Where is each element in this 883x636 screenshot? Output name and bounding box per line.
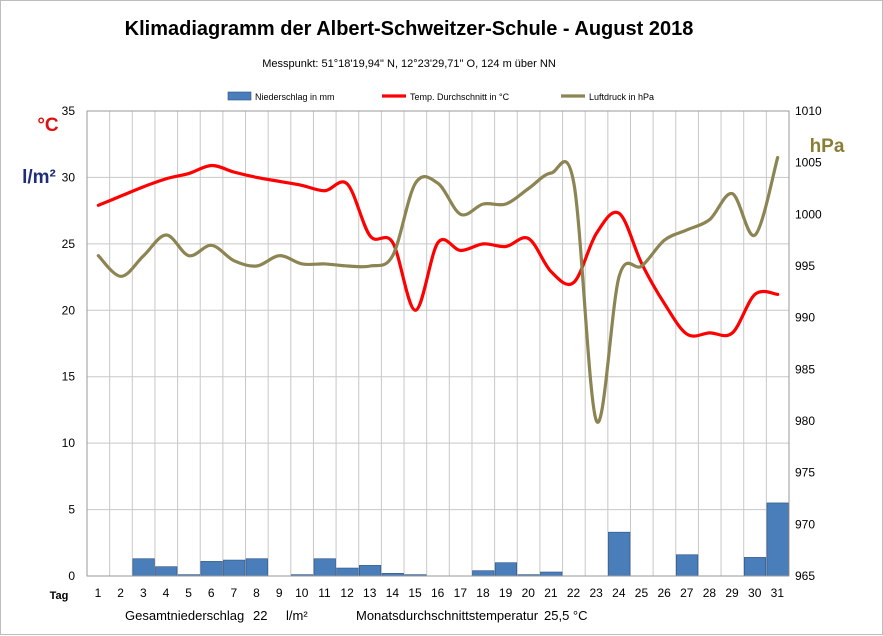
legend-label: Luftdruck in hPa bbox=[589, 92, 654, 102]
x-tick-label: 13 bbox=[363, 586, 377, 600]
legend-label: Temp. Durchschnitt in °C bbox=[410, 92, 510, 102]
x-tick-label: 14 bbox=[386, 586, 400, 600]
precip-bar bbox=[223, 559, 246, 577]
y-left-tick-label: 0 bbox=[68, 569, 75, 583]
grid-lines bbox=[86, 110, 790, 577]
plot-border bbox=[86, 110, 790, 577]
precip-bar bbox=[540, 571, 563, 577]
y-left-tick-label: 10 bbox=[62, 436, 76, 450]
pressure-line bbox=[96, 155, 780, 424]
x-tick-label: 8 bbox=[253, 586, 260, 600]
x-tick-label: 17 bbox=[454, 586, 468, 600]
y-right-tick-label: 965 bbox=[795, 569, 815, 583]
precip-total-unit: l/m² bbox=[286, 608, 308, 623]
temp-average-value: 25,5 °C bbox=[544, 608, 588, 623]
x-axis-label: Tag bbox=[50, 590, 69, 602]
x-tick-label: 10 bbox=[295, 586, 309, 600]
x-tick-label: 11 bbox=[318, 586, 331, 600]
y-right-tick-label: 975 bbox=[795, 466, 815, 480]
y-right-tick-label: 985 bbox=[795, 362, 815, 376]
precip-bar bbox=[494, 562, 517, 577]
precip-bar bbox=[608, 531, 631, 577]
precip-bar bbox=[155, 566, 178, 577]
y-right-tick-label: 980 bbox=[795, 414, 815, 428]
y-right-tick-label: 995 bbox=[795, 259, 815, 273]
y-left-tick-label: 15 bbox=[62, 370, 76, 384]
y-left-tick-label: 20 bbox=[62, 303, 76, 317]
y-right-tick-label: 970 bbox=[795, 517, 815, 531]
pressure-unit-label: hPa bbox=[810, 136, 845, 157]
celsius-unit-label: °C bbox=[37, 115, 59, 136]
x-tick-label: 23 bbox=[590, 586, 604, 600]
precip-bar bbox=[359, 565, 382, 577]
chart-title: Klimadiagramm der Albert-Schweitzer-Schu… bbox=[125, 18, 694, 40]
x-tick-label: 1 bbox=[95, 586, 102, 600]
x-tick-label: 16 bbox=[431, 586, 445, 600]
x-tick-label: 30 bbox=[748, 586, 762, 600]
legend-swatch-bar bbox=[227, 91, 252, 101]
legend-label: Niederschlag in mm bbox=[255, 92, 335, 102]
precip-bar bbox=[766, 502, 789, 577]
x-tick-label: 18 bbox=[476, 586, 490, 600]
precip-total-label: Gesamtniederschlag bbox=[125, 608, 244, 623]
x-tick-label: 7 bbox=[231, 586, 238, 600]
x-tick-label: 3 bbox=[140, 586, 147, 600]
y-left-tick-label: 30 bbox=[62, 170, 76, 184]
chart-subtitle: Messpunkt: 51°18'19,94" N, 12°23'29,71" … bbox=[262, 58, 556, 70]
x-tick-label: 25 bbox=[635, 586, 649, 600]
x-tick-label: 6 bbox=[208, 586, 215, 600]
precip-bar bbox=[743, 557, 767, 577]
axes: 0510152025303596597097598098599099510001… bbox=[62, 104, 822, 600]
temperature-line bbox=[96, 163, 780, 338]
x-tick-label: 9 bbox=[276, 586, 283, 600]
x-tick-label: 15 bbox=[408, 586, 422, 600]
legend: Niederschlag in mm Temp. Durchschnitt in … bbox=[227, 91, 654, 102]
series-lines bbox=[96, 155, 780, 424]
x-tick-label: 2 bbox=[117, 586, 124, 600]
precip-bar bbox=[336, 567, 359, 577]
precip-total-value: 22 bbox=[253, 608, 267, 623]
y-left-tick-label: 35 bbox=[62, 104, 76, 118]
precip-bars bbox=[132, 502, 789, 577]
y-left-tick-label: 5 bbox=[68, 503, 75, 517]
temp-average-label: Monatsdurchschnittstemperatur bbox=[356, 608, 539, 623]
x-tick-label: 26 bbox=[657, 586, 671, 600]
y-right-tick-label: 1000 bbox=[795, 207, 822, 221]
y-right-tick-label: 1010 bbox=[795, 104, 822, 118]
x-tick-label: 31 bbox=[771, 586, 785, 600]
x-tick-label: 19 bbox=[499, 586, 513, 600]
x-tick-label: 24 bbox=[612, 586, 626, 600]
precip-bar bbox=[676, 554, 699, 577]
precip-bar bbox=[313, 558, 336, 577]
x-tick-label: 5 bbox=[185, 586, 192, 600]
y-right-tick-label: 1005 bbox=[795, 156, 822, 170]
precip-bar bbox=[245, 558, 268, 577]
x-tick-label: 29 bbox=[725, 586, 739, 600]
y-right-tick-label: 990 bbox=[795, 311, 815, 325]
x-tick-label: 22 bbox=[567, 586, 581, 600]
precip-bar bbox=[200, 561, 223, 577]
x-tick-label: 20 bbox=[522, 586, 536, 600]
precip-bar bbox=[472, 570, 495, 577]
x-tick-label: 12 bbox=[340, 586, 354, 600]
x-tick-label: 4 bbox=[163, 586, 170, 600]
precip-unit-label: l/m² bbox=[22, 167, 56, 188]
precip-bar bbox=[132, 558, 155, 577]
y-left-tick-label: 25 bbox=[62, 237, 76, 251]
x-tick-label: 28 bbox=[703, 586, 717, 600]
x-tick-label: 27 bbox=[680, 586, 694, 600]
x-tick-label: 21 bbox=[544, 586, 558, 600]
